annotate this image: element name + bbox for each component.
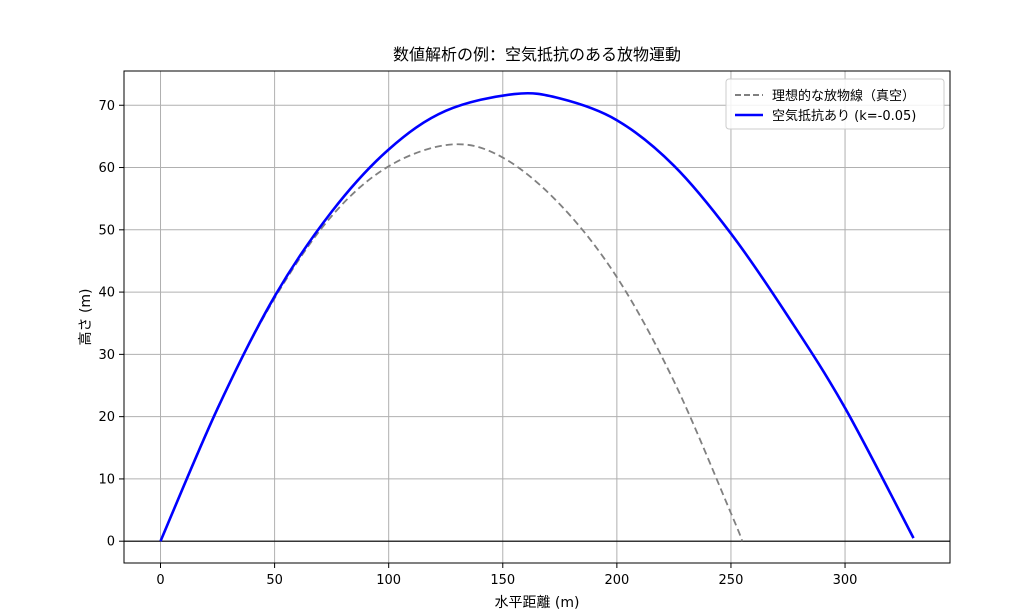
series-line-air-resistance (159, 91, 915, 542)
chart-title: 数値解析の例：空気抵抗のある放物運動 (393, 45, 681, 64)
legend-label-ideal: 理想的な放物線（真空） (772, 88, 915, 104)
x-tick-label: 0 (156, 573, 164, 588)
x-tick-label: 250 (719, 573, 744, 588)
y-tick-label: 20 (98, 410, 115, 425)
legend: 理想的な放物線（真空） 空気抵抗あり (k=-0.05) (725, 78, 945, 130)
x-axis-ticks: 0 50 100 150 200 250 300 (156, 563, 857, 588)
y-tick-label: 70 (98, 99, 115, 114)
y-tick-label: 40 (98, 286, 115, 301)
grid (124, 71, 950, 563)
x-tick-label: 100 (376, 573, 401, 588)
y-tick-label: 50 (98, 223, 115, 238)
y-tick-label: 0 (107, 535, 115, 550)
x-tick-label: 50 (266, 573, 283, 588)
y-tick-label: 60 (98, 161, 115, 176)
series-lines (159, 91, 915, 542)
y-axis-label: 高さ (m) (77, 288, 94, 345)
y-axis-ticks: 0 10 20 30 40 50 60 70 (98, 99, 124, 550)
x-tick-label: 200 (604, 573, 629, 588)
plot-area (123, 70, 951, 564)
y-tick-label: 30 (98, 348, 115, 363)
x-axis-label: 水平距離 (m) (494, 594, 579, 611)
x-tick-label: 300 (833, 573, 858, 588)
series-line-ideal (159, 143, 744, 542)
x-tick-label: 150 (490, 573, 515, 588)
legend-box (725, 78, 945, 130)
legend-label-air-resistance: 空気抵抗あり (k=-0.05) (772, 108, 916, 124)
y-tick-label: 10 (98, 472, 115, 487)
